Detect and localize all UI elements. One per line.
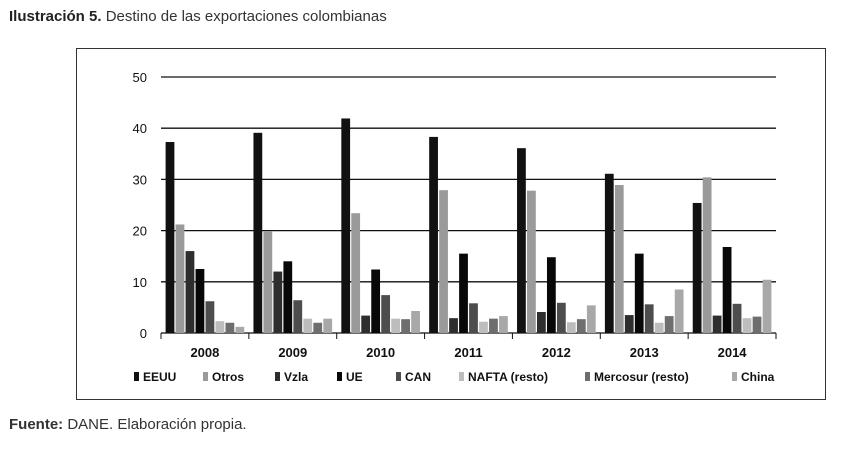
bar [644, 304, 654, 333]
legend-swatch [134, 372, 139, 381]
x-category-label: 2013 [630, 345, 659, 360]
bar [654, 322, 664, 333]
bar [351, 213, 361, 333]
bar [225, 322, 235, 333]
y-tick-label: 40 [133, 121, 147, 136]
bar [752, 316, 762, 333]
bar [674, 289, 684, 333]
legend-label: EEUU [143, 370, 176, 384]
y-tick-label: 0 [140, 326, 147, 341]
figure-caption: Ilustración 5. Destino de las exportacio… [9, 8, 387, 25]
bar [586, 305, 596, 333]
bar [235, 326, 245, 333]
bar [341, 118, 351, 333]
bar [712, 315, 722, 333]
bar [624, 315, 634, 333]
x-category-label: 2011 [454, 345, 482, 360]
bar [459, 253, 468, 333]
legend-swatch [275, 372, 280, 381]
bar [253, 132, 263, 333]
caption-text: Destino de las exportaciones colombianas [105, 8, 387, 25]
bar [742, 318, 752, 333]
y-tick-label: 10 [133, 275, 147, 290]
bar [576, 319, 586, 333]
bar [361, 315, 371, 333]
x-category-label: 2014 [718, 345, 748, 360]
caption-lead: Ilustración 5. [9, 8, 102, 25]
bar [205, 301, 215, 333]
chart-frame [76, 48, 826, 400]
bar [185, 251, 195, 333]
bar [614, 185, 624, 333]
bar [273, 271, 283, 333]
bar [702, 177, 712, 333]
bar [429, 136, 438, 333]
bar [732, 303, 742, 333]
bar-chart: 0 10 20 30 40 50 2008 2009 2010 2011 2012 2013 2014… [133, 70, 777, 384]
legend-swatch [732, 372, 737, 381]
bar [195, 269, 205, 333]
bar [536, 312, 546, 333]
legend-label: China [741, 370, 775, 384]
x-axis-categories: 2008 2009 2010 2011 2012 2013 2014 [190, 345, 747, 360]
x-category-label: 2008 [190, 345, 219, 360]
legend-swatch [459, 372, 464, 381]
bar [391, 318, 401, 333]
bar [439, 190, 448, 333]
legend: EEUU Otros Vzla UE CAN NAFTA (resto) Mercosur … [134, 370, 775, 384]
bar [323, 318, 333, 333]
bar [313, 322, 323, 333]
bar [303, 318, 313, 333]
y-axis-ticks: 0 10 20 30 40 50 [133, 70, 147, 341]
y-tick-label: 30 [133, 172, 147, 187]
x-category-label: 2010 [366, 345, 395, 360]
legend-label: CAN [405, 370, 431, 384]
y-tick-label: 50 [133, 70, 147, 85]
legend-swatch [203, 372, 208, 381]
bar [634, 253, 644, 333]
bar [371, 269, 381, 333]
bar [722, 246, 732, 333]
bar [449, 318, 458, 333]
x-category-label: 2012 [542, 345, 571, 360]
bar [215, 321, 225, 333]
source-note: Fuente: DANE. Elaboración propia. [9, 416, 247, 433]
legend-label: UE [346, 370, 363, 384]
bar [692, 202, 702, 333]
gridlines [160, 76, 777, 339]
legend-swatch [585, 372, 590, 381]
legend-swatch [337, 372, 342, 381]
bar [401, 319, 410, 333]
bar [556, 302, 566, 333]
bar [664, 316, 674, 333]
legend-label: Mercosur (resto) [594, 370, 689, 384]
bar [762, 279, 772, 333]
bars [165, 118, 772, 333]
bar [293, 300, 303, 333]
bar [546, 257, 556, 333]
bar [489, 318, 498, 333]
bar [604, 173, 614, 333]
bar [517, 148, 526, 333]
bar [469, 303, 478, 333]
bar [499, 316, 508, 333]
y-tick-label: 20 [133, 224, 147, 239]
bar [411, 310, 420, 333]
legend-swatch [396, 372, 401, 381]
legend-label: NAFTA (resto) [468, 370, 548, 384]
x-category-label: 2009 [278, 345, 307, 360]
bar [479, 321, 488, 333]
bar [566, 322, 576, 333]
bar [283, 261, 293, 333]
legend-label: Vzla [284, 370, 308, 384]
source-text: DANE. Elaboración propia. [67, 416, 247, 433]
legend-label: Otros [212, 370, 244, 384]
bar [175, 224, 185, 333]
bar [381, 295, 391, 333]
bar [527, 190, 536, 333]
bar [165, 142, 175, 333]
bar [263, 231, 273, 333]
source-lead: Fuente: [9, 416, 64, 433]
